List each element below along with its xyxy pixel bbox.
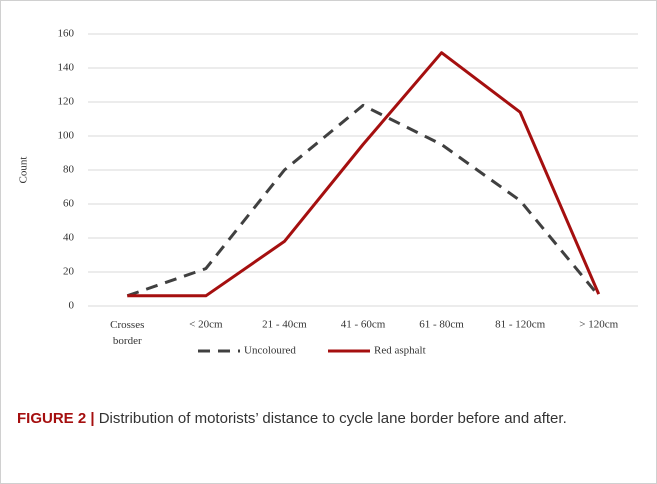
y-tick-label: 0	[69, 300, 75, 312]
x-tick-label: 41 - 60cm	[341, 319, 386, 331]
y-axis-label: Count	[18, 157, 30, 184]
x-tick-label: Crosses border	[110, 319, 144, 347]
y-tick-label: 40	[63, 232, 75, 244]
y-tick-label: 20	[63, 266, 75, 278]
caption: FIGURE 2 | Distribution of motorists’ di…	[17, 408, 617, 430]
x-tick-label: < 20cm	[189, 319, 223, 331]
series-line	[127, 51, 601, 298]
x-tick-label-line: Crosses	[110, 319, 144, 331]
y-tick-label: 60	[63, 198, 75, 210]
legend-label: Red asphalt	[374, 345, 426, 357]
y-tick-label: 140	[58, 62, 75, 74]
x-tick-label: 81 - 120cm	[495, 319, 546, 331]
caption-label: FIGURE 2 |	[17, 410, 95, 427]
y-tick-label: 160	[58, 28, 75, 40]
x-tick-label: > 120cm	[579, 319, 618, 331]
series-line	[126, 103, 600, 298]
y-tick-label: 100	[58, 130, 75, 142]
caption-text: Distribution of motorists’ distance to c…	[98, 410, 567, 427]
legend-label: Uncoloured	[244, 345, 296, 357]
chart: Count 0 20 40 60 80 100 120 140 160 Crosses border…	[18, 28, 638, 357]
x-tick-label: 21 - 40cm	[262, 319, 307, 331]
y-tick-label: 120	[58, 96, 75, 108]
y-tick-label: 80	[63, 164, 75, 176]
x-tick-label-line: border	[113, 335, 142, 347]
x-tick-label: 61 - 80cm	[419, 319, 464, 331]
